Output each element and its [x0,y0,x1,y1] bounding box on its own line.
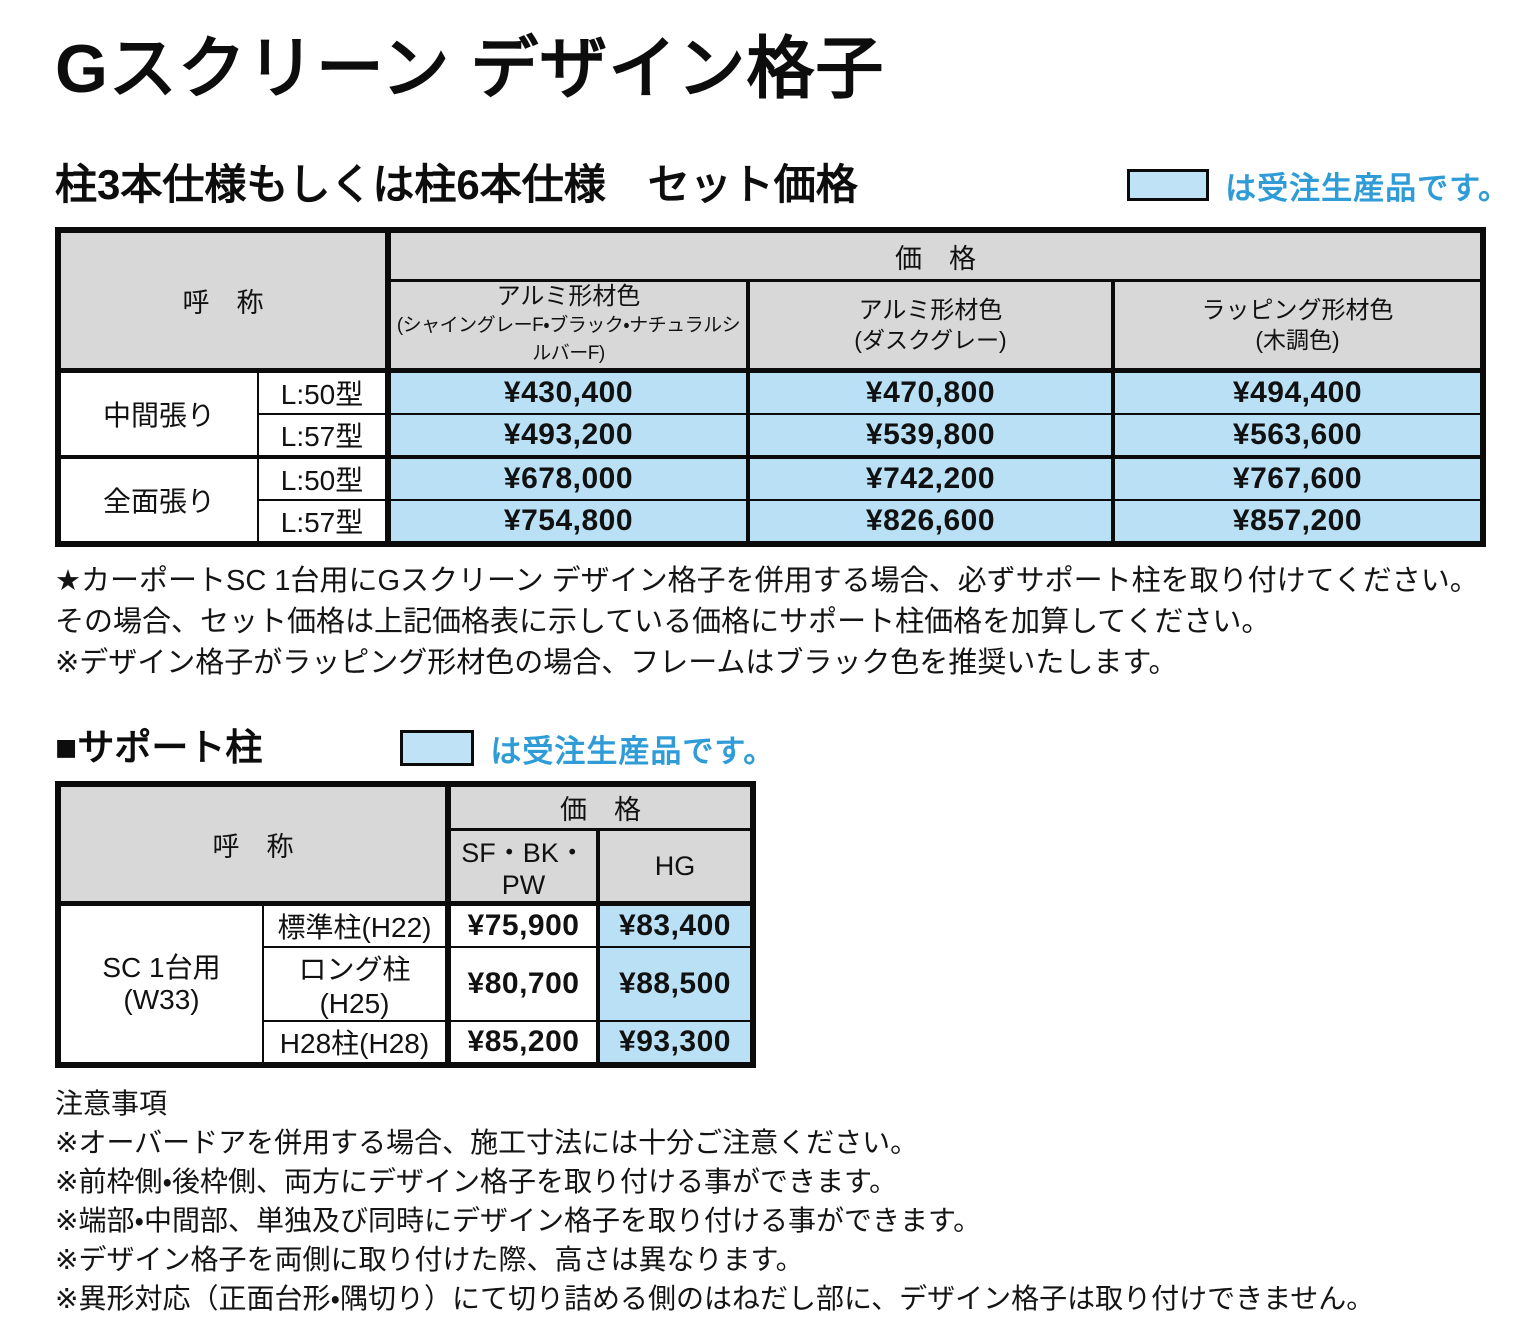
price-value: ¥767,600 [1111,454,1484,501]
row-group-label: 全面張り [57,454,259,545]
price-value: ¥80,700 [447,946,599,1023]
support-group-line2: (W33) [123,984,200,1016]
support-group-line1: SC 1台用 [102,952,221,984]
row-group-label: 中間張り [57,369,259,458]
main-col-header-duskgray-line2: (ダスクグレー) [854,326,1007,353]
price-value: ¥93,300 [596,1020,754,1067]
table-row: ロング柱(H25) ¥80,700 ¥88,500 [58,946,754,1023]
note-line: ※端部・中間部、単独及び同時にデザイン格子を取り付ける事ができます。 [55,1205,982,1237]
set-price-heading: 柱3本仕様もしくは柱6本仕様 セット価格 [55,161,858,209]
made-to-order-swatch [400,730,475,767]
price-value: ¥742,200 [746,454,1114,501]
table-row: 全面張り L:50型 ¥678,000 ¥742,200 ¥767,600 [57,454,1484,545]
row-type-label: L:50型 [257,454,391,501]
note-line: その場合、セット価格は上記価格表に示している価格にサポート柱価格を加算してくださ… [55,605,1271,638]
price-value: ¥88,500 [596,946,754,1023]
price-value: ¥493,200 [387,412,749,458]
main-col-header-aluminum-f-line1: アルミ形材色 [496,282,641,310]
row-type-label: L:57型 [257,498,391,545]
note-line: ※デザイン格子を両側に取り付けた際、高さは異なります。 [55,1244,804,1276]
price-value: ¥754,800 [387,498,749,545]
main-col-header-aluminum-f: アルミ形材色 (シャイングレーF・ブラック・ナチュラルシルバーF) [387,279,749,373]
support-group-label: SC 1台用 (W33) [57,902,264,1067]
caution-heading: 注意事項 [55,1088,168,1120]
support-col-header-hg: HG [596,828,754,907]
made-to-order-legend-text: は受注生産品です。 [490,733,776,769]
set-price-section-header: 柱3本仕様もしくは柱6本仕様 セット価格 は受注生産品です。 [55,161,1510,209]
main-col-header-wrapping-line1: ラッピング形材色 [1201,296,1394,324]
price-value: ¥857,200 [1111,498,1484,545]
main-col-header-wrapping: ラッピング形材色 (木調色) [1111,279,1484,373]
page-title: Gスクリーン デザイン格子 [55,31,885,107]
main-price-header: 価 格 [387,229,1484,282]
caution-notes: 注意事項 ※オーバードアを併用する場合、施工寸法には十分ご注意ください。 ※前枠… [55,1084,1502,1318]
support-type-label: 標準柱(H22) [262,902,451,949]
note-line: ★カーポートSC 1台用にGスクリーン デザイン格子を併用する場合、必ずサポート… [55,564,1479,597]
price-value: ¥85,200 [447,1020,599,1067]
main-col-header-duskgray: アルミ形材色 (ダスクグレー) [746,279,1114,373]
made-to-order-swatch [1127,169,1210,202]
support-post-heading: ■サポート柱 [55,727,263,769]
table-row: H28柱(H28) ¥85,200 ¥93,300 [58,1020,754,1067]
note-line: ※オーバードアを併用する場合、施工寸法には十分ご注意ください。 [55,1127,919,1159]
main-col-header-aluminum-f-line2: (シャイングレーF・ブラック・ナチュラルシルバーF) [396,314,741,364]
support-post-section-header: ■サポート柱 は受注生産品です。 [55,726,1510,771]
main-name-header: 呼 称 [57,229,391,373]
row-type-label: L:50型 [257,369,391,415]
table-row: L:57型 ¥754,800 ¥826,600 ¥857,200 [58,498,1484,545]
note-line: ※前枠側・後枠側、両方にデザイン格子を取り付ける事ができます。 [55,1166,898,1198]
price-value: ¥826,600 [746,498,1114,545]
made-to-order-legend-text: は受注生産品です。 [1225,170,1510,206]
set-price-table: 呼 称 価 格 アルミ形材色 (シャイングレーF・ブラック・ナチュラルシルバーF… [55,227,1486,547]
support-post-table: 呼 称 価 格 SF・BK・PW HG SC 1台用 (W33) 標準柱(H22… [55,780,756,1069]
support-price-header: 価 格 [447,782,754,832]
note-line: ※デザイン格子がラッピング形材色の場合、フレームはブラック色を推奨いたします。 [55,646,1178,679]
made-to-order-legend-2: は受注生産品です。 [400,726,775,771]
price-value: ¥470,800 [746,369,1114,415]
price-value: ¥430,400 [387,369,749,415]
made-to-order-legend: は受注生産品です。 [1127,163,1510,208]
support-type-label: ロング柱(H25) [262,946,451,1023]
price-value: ¥494,400 [1111,369,1484,415]
set-price-notes: ★カーポートSC 1台用にGスクリーン デザイン格子を併用する場合、必ずサポート… [55,561,1502,684]
main-col-header-duskgray-line1: アルミ形材色 [858,296,1003,324]
table-row: 中間張り L:50型 ¥430,400 ¥470,800 ¥494,400 [57,369,1484,458]
price-value: ¥75,900 [447,902,599,949]
price-value: ¥539,800 [746,412,1114,458]
support-name-header: 呼 称 [57,782,451,907]
price-value: ¥563,600 [1111,412,1484,458]
support-type-label: H28柱(H28) [262,1020,451,1067]
price-value: ¥678,000 [387,454,749,501]
price-value: ¥83,400 [596,902,754,949]
table-row: L:57型 ¥493,200 ¥539,800 ¥563,600 [58,412,1484,458]
note-line: ※異形対応（正面台形・隅切り）にて切り詰める側のはねだし部に、デザイン格子は取り… [55,1283,1375,1315]
support-col-header-sf-bk-pw: SF・BK・PW [447,828,599,907]
main-col-header-wrapping-line2: (木調色) [1255,326,1340,353]
row-type-label: L:57型 [257,412,391,458]
table-row: SC 1台用 (W33) 標準柱(H22) ¥75,900 ¥83,400 [57,902,754,1067]
